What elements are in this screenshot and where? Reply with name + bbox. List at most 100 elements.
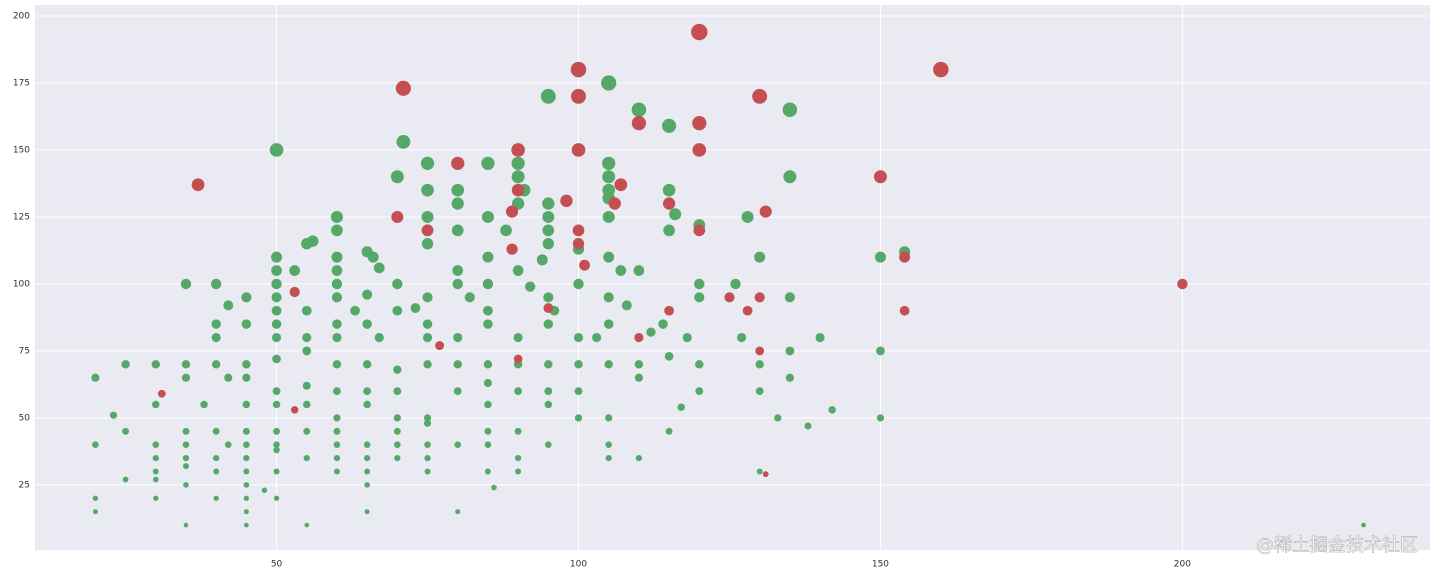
point	[302, 332, 312, 343]
point	[333, 414, 341, 422]
point	[574, 387, 583, 396]
y-tick-label: 25	[19, 480, 30, 490]
point	[364, 454, 371, 462]
point	[333, 387, 341, 396]
point	[574, 360, 583, 369]
point	[271, 319, 282, 329]
point	[572, 224, 585, 237]
point	[424, 454, 431, 462]
point	[224, 373, 233, 382]
point	[289, 286, 300, 298]
point	[242, 373, 251, 382]
point	[560, 194, 573, 208]
point	[605, 454, 612, 462]
point	[396, 135, 411, 149]
point	[513, 332, 523, 343]
y-tick-label: 125	[13, 212, 30, 222]
point	[511, 156, 525, 170]
point	[602, 156, 616, 170]
point	[272, 387, 281, 396]
point	[601, 75, 617, 91]
point	[392, 278, 403, 290]
point	[182, 454, 190, 462]
point	[332, 360, 342, 369]
point	[752, 88, 768, 104]
point	[92, 509, 98, 515]
point	[452, 278, 463, 290]
point	[784, 292, 795, 303]
point	[482, 251, 494, 263]
point	[91, 373, 100, 382]
x-tick-label: 50	[271, 560, 283, 570]
point	[393, 365, 402, 374]
point	[421, 238, 434, 250]
point	[514, 427, 522, 435]
point	[876, 346, 885, 356]
x-tick-label: 150	[872, 560, 889, 570]
point	[210, 278, 222, 290]
point	[242, 400, 251, 409]
point	[390, 170, 404, 184]
point	[303, 427, 311, 435]
point	[273, 495, 280, 501]
point	[692, 116, 707, 131]
point	[664, 351, 674, 361]
point	[273, 468, 280, 475]
point	[491, 484, 497, 491]
point	[211, 332, 221, 343]
point	[571, 143, 586, 157]
point	[212, 427, 220, 435]
point	[453, 387, 462, 396]
point	[604, 360, 613, 369]
point	[422, 332, 433, 343]
grid	[35, 5, 1430, 550]
point	[424, 468, 431, 475]
point	[451, 197, 464, 210]
point	[332, 332, 342, 343]
point	[273, 427, 280, 435]
point	[393, 387, 402, 396]
point	[603, 251, 615, 263]
point	[272, 354, 281, 364]
point	[331, 265, 343, 276]
point	[605, 441, 612, 448]
point	[271, 332, 282, 343]
point	[614, 178, 628, 192]
point	[634, 373, 643, 382]
point	[692, 143, 707, 157]
point	[1361, 522, 1366, 528]
point	[153, 495, 159, 501]
point	[363, 441, 371, 448]
point	[544, 360, 553, 369]
point	[514, 454, 522, 462]
points	[91, 23, 1366, 528]
point	[571, 88, 586, 104]
point	[421, 224, 434, 237]
point	[785, 373, 794, 382]
point	[483, 379, 492, 388]
point	[544, 387, 553, 396]
point	[774, 414, 782, 422]
point	[500, 224, 512, 237]
point	[602, 210, 615, 223]
point	[391, 210, 404, 223]
point	[730, 278, 741, 290]
point	[243, 468, 250, 475]
point	[302, 346, 312, 356]
point	[332, 319, 342, 329]
point	[662, 183, 676, 197]
point	[664, 305, 674, 316]
point	[273, 441, 280, 448]
point	[804, 422, 812, 430]
point	[424, 441, 431, 448]
point	[573, 278, 584, 290]
point	[514, 387, 523, 396]
point	[373, 262, 385, 274]
point	[513, 354, 523, 364]
point	[756, 468, 763, 475]
point	[724, 292, 735, 303]
point	[755, 346, 765, 356]
y-tick-label: 75	[19, 346, 30, 356]
point	[542, 224, 555, 237]
